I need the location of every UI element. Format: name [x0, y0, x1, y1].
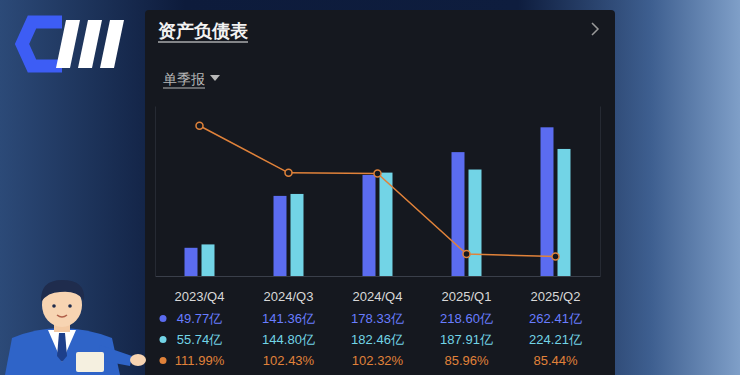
x-axis: 2023/Q4 2024/Q3 2024/Q4 2025/Q1 2025/Q2 — [156, 277, 601, 305]
subtitle: 单季报 — [163, 71, 205, 87]
bar — [380, 173, 393, 276]
chevron — [592, 23, 598, 35]
bar — [274, 196, 287, 276]
panel — [145, 10, 615, 375]
tie — [57, 333, 67, 362]
table-value: 182.46亿 — [351, 332, 404, 347]
table-value: 224.21亿 — [529, 332, 582, 347]
presenter — [5, 280, 146, 375]
table-value: 218.60亿 — [440, 311, 493, 326]
table-value: 187.91亿 — [440, 332, 493, 347]
bar — [202, 244, 215, 276]
y2-axis-line — [600, 107, 601, 277]
x-tick: 2024/Q4 — [353, 289, 403, 304]
chart-page: 资产负债表单季报 2023/Q4 2024/Q3 2024/Q4 2025/Q1 2025… — [0, 0, 740, 375]
logo-c — [22, 22, 62, 66]
hand — [130, 354, 146, 366]
eye — [52, 304, 56, 308]
x-tick-label: 2024/Q3 — [264, 289, 314, 304]
markers — [196, 122, 559, 260]
x-tick: 2023/Q4 — [175, 289, 225, 304]
table-value: 102.43% — [263, 353, 315, 368]
line — [200, 126, 556, 257]
x-tick-label: 2025/Q1 — [442, 289, 492, 304]
bar — [541, 127, 554, 276]
x-tick-label: 2024/Q4 — [353, 289, 403, 304]
table-value: 85.96% — [444, 353, 489, 368]
x-tick-label: 2023/Q4 — [175, 289, 225, 304]
x-axis-line — [156, 276, 601, 277]
mouth — [57, 315, 67, 317]
eye — [68, 304, 72, 308]
bar — [185, 248, 198, 276]
bar — [469, 170, 482, 276]
bar — [452, 152, 465, 276]
table-row: 49.77亿 141.36亿 178.33亿 218.60亿 262.41亿 — [160, 311, 582, 326]
table-row: 55.74亿 144.80亿 182.46亿 187.91亿 224.21亿 — [160, 332, 582, 347]
x-tick-label: 2025/Q2 — [531, 289, 581, 304]
table-value: 262.41亿 — [529, 311, 582, 326]
bar-series — [185, 127, 554, 276]
y-axis-line — [155, 107, 156, 277]
x-tick: 2025/Q1 — [442, 289, 492, 304]
title-underline — [158, 41, 248, 42]
logo-w — [78, 20, 102, 68]
bar — [291, 194, 304, 276]
shirt — [48, 330, 76, 362]
marker — [196, 122, 203, 129]
row-dot — [160, 315, 167, 322]
table-value: 85.44% — [533, 353, 578, 368]
x-tick: 2025/Q2 — [531, 289, 581, 304]
dropdown-arrow — [210, 75, 220, 81]
y2-axis — [600, 107, 601, 277]
bar-series — [202, 149, 571, 276]
table-value: 144.80亿 — [262, 332, 315, 347]
y-axis — [155, 107, 156, 277]
table-row: 111.99% 102.43% 102.32% 85.96% 85.44% — [160, 353, 578, 368]
hair — [41, 280, 84, 302]
subtitle-underline — [163, 88, 205, 89]
logo-w — [56, 20, 80, 68]
marker — [285, 169, 292, 176]
papers — [76, 352, 104, 372]
marker — [463, 251, 470, 258]
row-dot — [160, 336, 167, 343]
marker — [374, 170, 381, 177]
logo — [22, 20, 124, 68]
table-value: 141.36亿 — [262, 311, 315, 326]
table-value: 55.74亿 — [177, 332, 223, 347]
row-dot — [160, 357, 167, 364]
x-tick: 2024/Q3 — [264, 289, 314, 304]
logo-w — [100, 20, 124, 68]
plot-area — [185, 122, 571, 276]
table-value: 102.32% — [352, 353, 404, 368]
bar — [363, 175, 376, 276]
title: 资产负债表 — [158, 21, 248, 41]
table-value: 111.99% — [175, 353, 225, 368]
table-value: 178.33亿 — [351, 311, 404, 326]
marker — [552, 253, 559, 260]
table-value: 49.77亿 — [177, 311, 223, 326]
value-table: 49.77亿 141.36亿 178.33亿 218.60亿 262.41亿 55.74亿… — [160, 311, 582, 368]
